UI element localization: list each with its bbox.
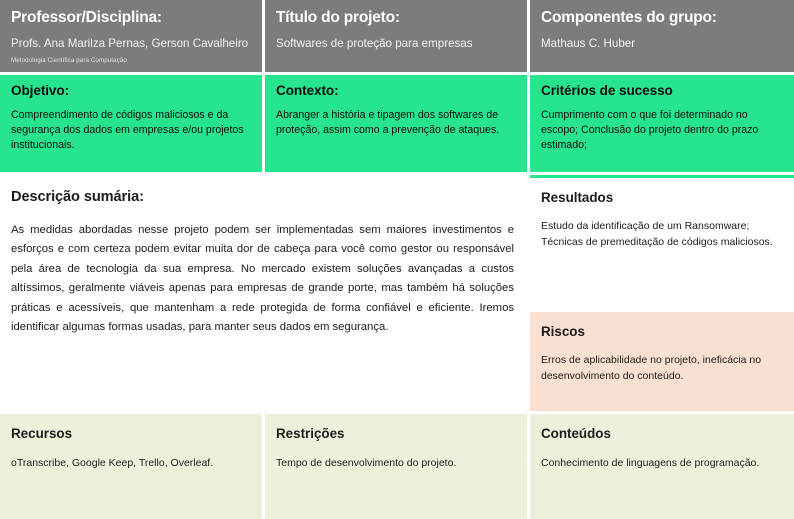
header-cell-group: Componentes do grupo: Mathaus C. Huber [530,0,794,72]
objetivo-body: Compreendimento de códigos maliciosos e … [11,108,244,152]
contexto-body: Abranger a história e tipagem dos softwa… [276,108,500,136]
cell-objetivo: Objetivo: Compreendimento de códigos mal… [0,75,262,172]
criterios-title: Critérios de sucesso [541,83,673,98]
descricao-title: Descrição sumária: [11,189,144,205]
conteudos-body: Conhecimento de linguagens de programaçã… [541,457,760,469]
restricoes-body: Tempo de desenvolvimento do projeto. [276,457,457,469]
cell-descricao-sumaria: Descrição sumária: As medidas abordadas … [0,175,527,411]
resultados-body: Estudo da identificação de um Ransomware… [541,220,773,248]
recursos-title: Recursos [11,426,73,441]
cell-resultados: Resultados Estudo da identificação de um… [530,175,794,309]
cell-contexto: Contexto: Abranger a história e tipagem … [265,75,527,172]
riscos-body: Erros de aplicabilidade no projeto, inef… [541,354,762,382]
contexto-title: Contexto: [276,83,339,98]
professor-title: Professor/Disciplina: [11,9,162,26]
cell-riscos: Riscos Erros de aplicabilidade no projet… [530,312,794,411]
cell-restricoes: Restrições Tempo de desenvolvimento do p… [265,414,527,519]
descricao-body: As medidas abordadas nesse projeto podem… [11,224,514,334]
group-label: Componentes do grupo: [541,9,717,26]
recursos-body: oTranscribe, Google Keep, Trello, Overle… [11,457,214,469]
professor-names: Profs. Ana Marilza Pernas, Gerson Cavalh… [11,36,249,50]
restricoes-title: Restrições [276,426,345,441]
cell-conteudos: Conteúdos Conhecimento de linguagens de … [530,414,794,519]
header-cell-project-title: Título do projeto: Softwares de proteção… [265,0,527,72]
resultados-title: Resultados [541,190,614,205]
cell-recursos: Recursos oTranscribe, Google Keep, Trell… [0,414,262,519]
group-value: Mathaus C. Huber [541,36,636,50]
objetivo-title: Objetivo: [11,83,70,98]
project-title-value: Softwares de proteção para empresas [276,36,473,50]
conteudos-title: Conteúdos [541,426,611,441]
header-cell-professor: Professor/Disciplina: Profs. Ana Marilza… [0,0,262,72]
riscos-title: Riscos [541,324,585,339]
project-title-label: Título do projeto: [276,9,400,26]
cell-criterios-sucesso: Critérios de sucesso Cumprimento com o q… [530,75,794,172]
professor-course: Metodologia Científica para Computação [11,57,127,65]
criterios-body: Cumprimento com o que foi determinado no… [541,108,759,152]
